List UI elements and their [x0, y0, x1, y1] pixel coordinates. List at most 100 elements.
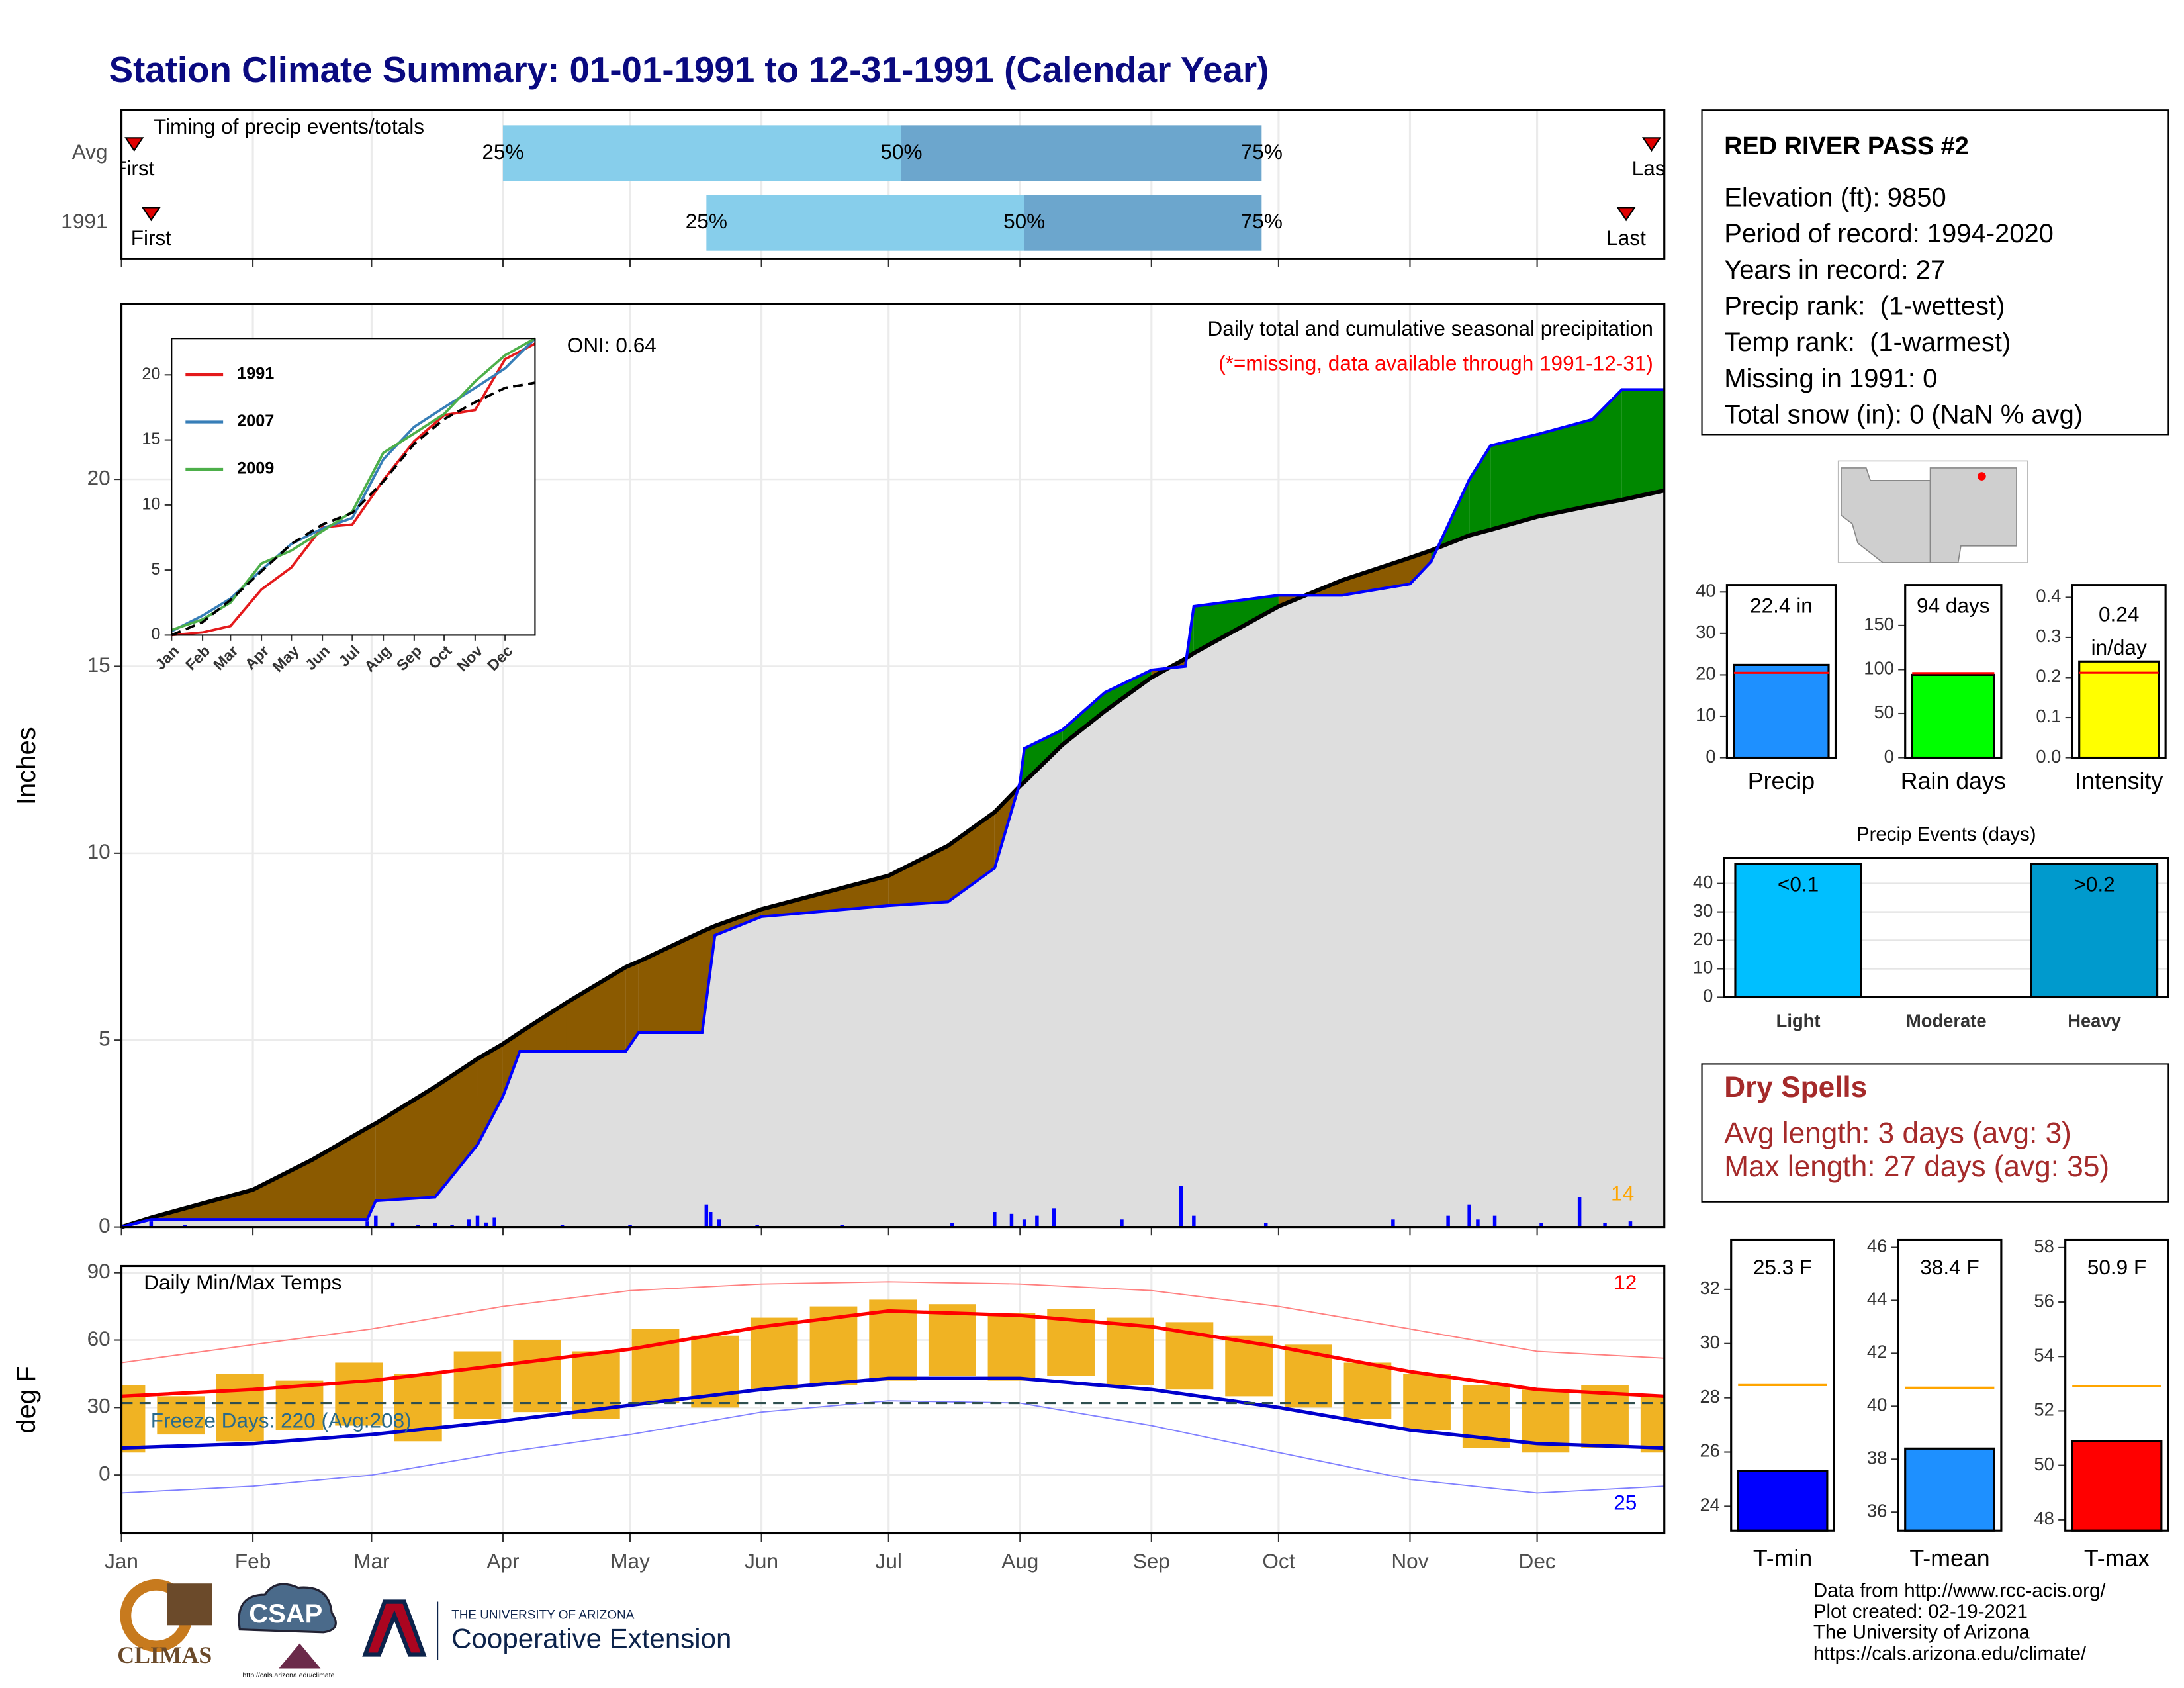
quartile-bar	[706, 195, 1024, 251]
record-min-line	[121, 1400, 1664, 1494]
y-tick-label: 15	[142, 430, 160, 448]
x-tick-label: Mar	[353, 1549, 389, 1573]
station-name: RED RIVER PASS #2	[1724, 132, 1969, 160]
footer-line: Data from http://www.rcc-acis.org/	[1813, 1580, 2106, 1602]
plot-frame	[1730, 1238, 1835, 1532]
daily-precip-bar	[1120, 1219, 1124, 1227]
daily-precip-bar	[709, 1211, 713, 1227]
y-tick-label: 30	[87, 1394, 111, 1418]
y-tick-label: 0.0	[2036, 746, 2061, 767]
y-tick-label: 26	[1700, 1440, 1719, 1461]
series-line	[171, 381, 535, 637]
y-tick-label: 150	[1864, 614, 1894, 634]
record-max-line	[121, 1281, 1664, 1364]
surplus-band	[1621, 389, 1664, 500]
y-tick-label: 46	[1867, 1236, 1887, 1256]
daily-precip-bar	[475, 1215, 480, 1227]
quantile-label: 75%	[1241, 209, 1283, 233]
timing-rows: 25% 50% 75% First Last 25% 50% 75% First Last	[114, 125, 1664, 251]
bar	[1911, 673, 1995, 759]
csap-mountain	[279, 1643, 321, 1669]
daily-precip-bar	[1492, 1215, 1497, 1227]
bar	[2078, 660, 2160, 759]
y-tick-label: 15	[87, 653, 111, 677]
y-tick-label: 40	[1696, 581, 1715, 601]
value-label: 94 days	[1917, 594, 1990, 618]
temperature-marks	[121, 1281, 1664, 1494]
y-tick-label: 20	[87, 465, 111, 489]
temp-range-bar	[335, 1362, 383, 1426]
y-tick-label: 48	[2034, 1508, 2054, 1528]
x-tick-label: Jul	[876, 1549, 902, 1573]
info-box	[1701, 109, 2169, 436]
csap-text: CSAP	[249, 1599, 322, 1628]
bar	[1904, 1447, 1995, 1532]
daily-precip-bar	[950, 1223, 954, 1227]
event-count: 14	[1611, 1182, 1634, 1205]
deficit-band	[1278, 580, 1342, 607]
y-tick-label: 0	[151, 625, 160, 643]
daily-precip-bar	[1467, 1204, 1471, 1227]
deficit-band	[312, 1127, 367, 1220]
deficit-band	[502, 1032, 520, 1096]
y-tick-label: 0	[99, 1462, 111, 1485]
end-label: First	[114, 156, 155, 180]
daily-precip-bar	[1009, 1213, 1014, 1227]
x-tick-label: May	[610, 1549, 650, 1573]
y-tick-label: 42	[1867, 1342, 1887, 1362]
y-tick-label: 10	[1693, 957, 1713, 978]
legend-label: 1991	[237, 365, 274, 383]
x-tick-label: Feb	[235, 1549, 271, 1573]
info-line: Missing in 1991: 0	[1724, 364, 1937, 393]
daily-precip-bar	[1628, 1221, 1633, 1227]
y-tick-label: 10	[87, 839, 111, 863]
quantile-label: 50%	[1003, 209, 1045, 233]
temp-range-bar	[216, 1374, 264, 1442]
y-tick-label: 20	[1693, 929, 1713, 949]
surplus-band	[1490, 434, 1537, 530]
value-label: 0.24	[2099, 602, 2139, 626]
deficit-band	[888, 845, 948, 906]
footer-line: The University of Arizona	[1813, 1622, 2030, 1644]
daily-precip-bar	[1391, 1219, 1395, 1227]
legend-label: 2007	[237, 412, 274, 430]
y-tick-label: 90	[87, 1259, 111, 1283]
plot-frame	[1723, 857, 2169, 999]
dry-spells-box	[1701, 1063, 2169, 1203]
y-tick-label: 32	[1700, 1278, 1719, 1298]
category-label: T-max	[2084, 1545, 2150, 1571]
logos: CLIMAS CSAP http://cals.arizona.edu/clim…	[117, 1579, 731, 1679]
temp-range-bar	[987, 1313, 1036, 1381]
temp-range-bar	[1403, 1374, 1451, 1430]
surplus-band	[1469, 445, 1491, 536]
info-line: Years in record: 27	[1724, 256, 1945, 285]
temp-range-bar	[513, 1340, 561, 1413]
event-marker	[124, 137, 144, 152]
deficit-band	[253, 1159, 312, 1220]
timing-title: Timing of precip events/totals	[154, 115, 424, 138]
average-line	[120, 488, 1665, 1229]
y-tick-label: 0.1	[2036, 706, 2061, 726]
bar	[1734, 863, 1862, 999]
y-tick-label: 10	[142, 495, 160, 514]
category-label: Rain days	[1901, 768, 2006, 794]
plot-frame	[120, 109, 1666, 260]
plot-frame	[1897, 1238, 2003, 1532]
deficit-band	[1410, 550, 1432, 585]
surplus-band	[1062, 692, 1105, 745]
plot-frame	[120, 303, 1666, 1229]
temp-range-bar	[1106, 1317, 1154, 1385]
deficit-band	[625, 961, 639, 1052]
csap-cloud	[238, 1583, 337, 1634]
category-label: Heavy	[2068, 1011, 2121, 1031]
plot-frame	[2064, 1238, 2169, 1532]
y-tick-label: 58	[2034, 1236, 2054, 1256]
x-tick-label: Apr	[486, 1549, 519, 1573]
daily-precip-bar	[492, 1217, 496, 1227]
row-label: Avg	[72, 140, 108, 164]
info-line: Elevation (ft): 9850	[1724, 183, 1946, 212]
y-tick-label: 0	[99, 1213, 111, 1237]
bar	[2071, 1440, 2163, 1532]
record-low-count: 25	[1614, 1491, 1637, 1515]
